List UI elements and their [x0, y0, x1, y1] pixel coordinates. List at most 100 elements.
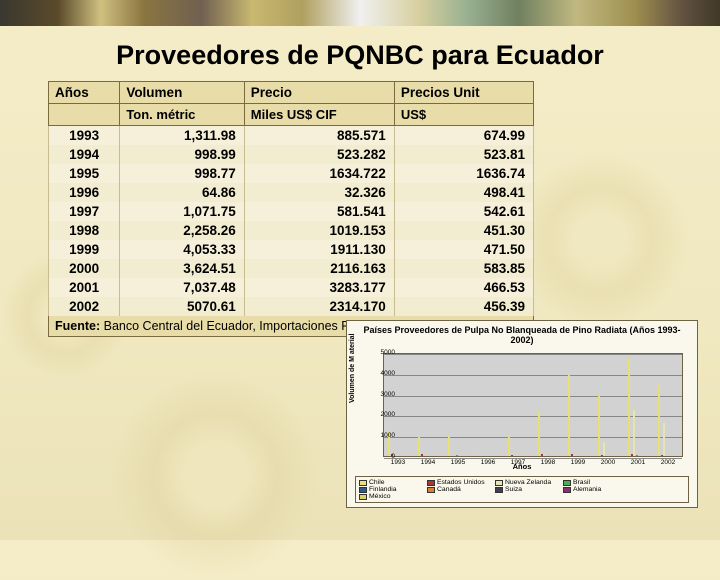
table-cell: 466.53	[394, 278, 533, 297]
col-header: Años	[49, 82, 120, 104]
table-cell: 32.326	[244, 183, 394, 202]
table-row: 20025070.612314.170456.39	[49, 297, 534, 316]
legend-item: Alemania	[563, 486, 623, 493]
legend-label: Brasil	[573, 479, 590, 486]
table-cell: 1994	[49, 145, 120, 164]
col-header: Volumen	[120, 82, 244, 104]
chart-bar	[456, 455, 458, 456]
col-header: Precio	[244, 82, 394, 104]
chart-bar	[633, 410, 635, 456]
table-cell: 64.86	[120, 183, 244, 202]
chart-y-tick: 0	[369, 453, 395, 460]
chart-bar	[573, 455, 575, 456]
chart-year-group: 2001	[626, 354, 652, 456]
table-row: 20003,624.512116.163583.85	[49, 259, 534, 278]
col-subheader: Miles US$ CIF	[244, 104, 394, 126]
table-cell: 1993	[49, 126, 120, 146]
col-subheader	[49, 104, 120, 126]
legend-label: Nueva Zelanda	[505, 479, 551, 486]
data-table-container: Años Volumen Precio Precios Unit Ton. mé…	[48, 81, 534, 337]
gear-watermark	[510, 150, 690, 330]
chart-y-tick: 3000	[369, 391, 395, 398]
legend-item: Canadá	[427, 486, 487, 493]
legend-swatch	[495, 480, 503, 486]
legend-swatch	[359, 494, 367, 500]
chart-bar	[538, 412, 540, 456]
table-row: 1995998.771634.7221636.74	[49, 164, 534, 183]
table-cell: 885.571	[244, 126, 394, 146]
table-cell: 523.81	[394, 145, 533, 164]
table-cell: 3,624.51	[120, 259, 244, 278]
chart-title: Países Proveedores de Pulpa No Blanquead…	[347, 321, 697, 348]
table-cell: 1634.722	[244, 164, 394, 183]
table-cell: 1636.74	[394, 164, 533, 183]
chart-year-group: 2000	[596, 354, 622, 456]
table-cell: 471.50	[394, 240, 533, 259]
table-row: 19982,258.261019.153451.30	[49, 221, 534, 240]
legend-label: Estados Unidos	[437, 479, 485, 486]
legend-swatch	[495, 487, 503, 493]
chart-y-tick: 2000	[369, 411, 395, 418]
data-table: Años Volumen Precio Precios Unit Ton. mé…	[48, 81, 534, 316]
table-cell: 1998	[49, 221, 120, 240]
chart-bar	[636, 455, 638, 456]
table-header-row-1: Años Volumen Precio Precios Unit	[49, 82, 534, 104]
chart-bar	[568, 375, 570, 456]
table-cell: 542.61	[394, 202, 533, 221]
legend-item: Brasil	[563, 479, 623, 486]
col-header: Precios Unit	[394, 82, 533, 104]
chart-x-axis-label: Años	[347, 462, 697, 471]
chart-bar	[478, 455, 480, 456]
table-cell: 7,037.48	[120, 278, 244, 297]
chart-year-group: 1998	[536, 354, 562, 456]
chart-bar	[508, 435, 510, 456]
table-row: 19971,071.75581.541542.61	[49, 202, 534, 221]
chart-year-group: 1999	[566, 354, 592, 456]
legend-item: Estados Unidos	[427, 479, 487, 486]
table-cell: 3283.177	[244, 278, 394, 297]
table-row: 199664.8632.326498.41	[49, 183, 534, 202]
legend-swatch	[563, 480, 571, 486]
legend-label: Chile	[369, 479, 385, 486]
table-cell: 523.282	[244, 145, 394, 164]
chart-bar	[628, 358, 630, 456]
table-body: 19931,311.98885.571674.991994998.99523.2…	[49, 126, 534, 317]
chart-bar	[658, 385, 660, 456]
col-subheader: US$	[394, 104, 533, 126]
table-cell: 1997	[49, 202, 120, 221]
chart-year-group: 1994	[416, 354, 442, 456]
legend-item: Finlandia	[359, 486, 419, 493]
chart-year-group: 1997	[506, 354, 532, 456]
chart-bar	[543, 455, 545, 456]
table-cell: 2000	[49, 259, 120, 278]
legend-item: Chile	[359, 479, 419, 486]
source-label: Fuente:	[55, 319, 100, 333]
legend-item: Nueva Zelanda	[495, 479, 555, 486]
col-subheader: Ton. métric	[120, 104, 244, 126]
legend-label: Alemania	[573, 486, 601, 493]
table-cell: 2002	[49, 297, 120, 316]
legend-item: Suiza	[495, 486, 555, 493]
table-cell: 5070.61	[120, 297, 244, 316]
table-cell: 581.541	[244, 202, 394, 221]
chart-y-axis-label: Volumen de M aterial	[349, 334, 356, 404]
legend-label: Finlandia	[369, 486, 397, 493]
chart-plot-area: 1993199419951996199719981999200020012002	[383, 353, 683, 457]
table-cell: 2314.170	[244, 297, 394, 316]
table-cell: 2001	[49, 278, 120, 297]
legend-label: México	[369, 493, 391, 500]
table-cell: 498.41	[394, 183, 533, 202]
table-cell: 998.77	[120, 164, 244, 183]
table-cell: 674.99	[394, 126, 533, 146]
chart-year-group: 2002	[656, 354, 682, 456]
table-cell: 2116.163	[244, 259, 394, 278]
chart-y-tick: 1000	[369, 432, 395, 439]
table-cell: 1996	[49, 183, 120, 202]
legend-swatch	[359, 480, 367, 486]
chart-bar	[511, 455, 513, 456]
chart-year-group: 1995	[446, 354, 472, 456]
gear-watermark	[110, 370, 320, 580]
table-cell: 2,258.26	[120, 221, 244, 240]
chart-bar	[603, 442, 605, 456]
chart-legend: Chile Estados Unidos Nueva Zelanda Brasil Fi…	[355, 476, 689, 503]
